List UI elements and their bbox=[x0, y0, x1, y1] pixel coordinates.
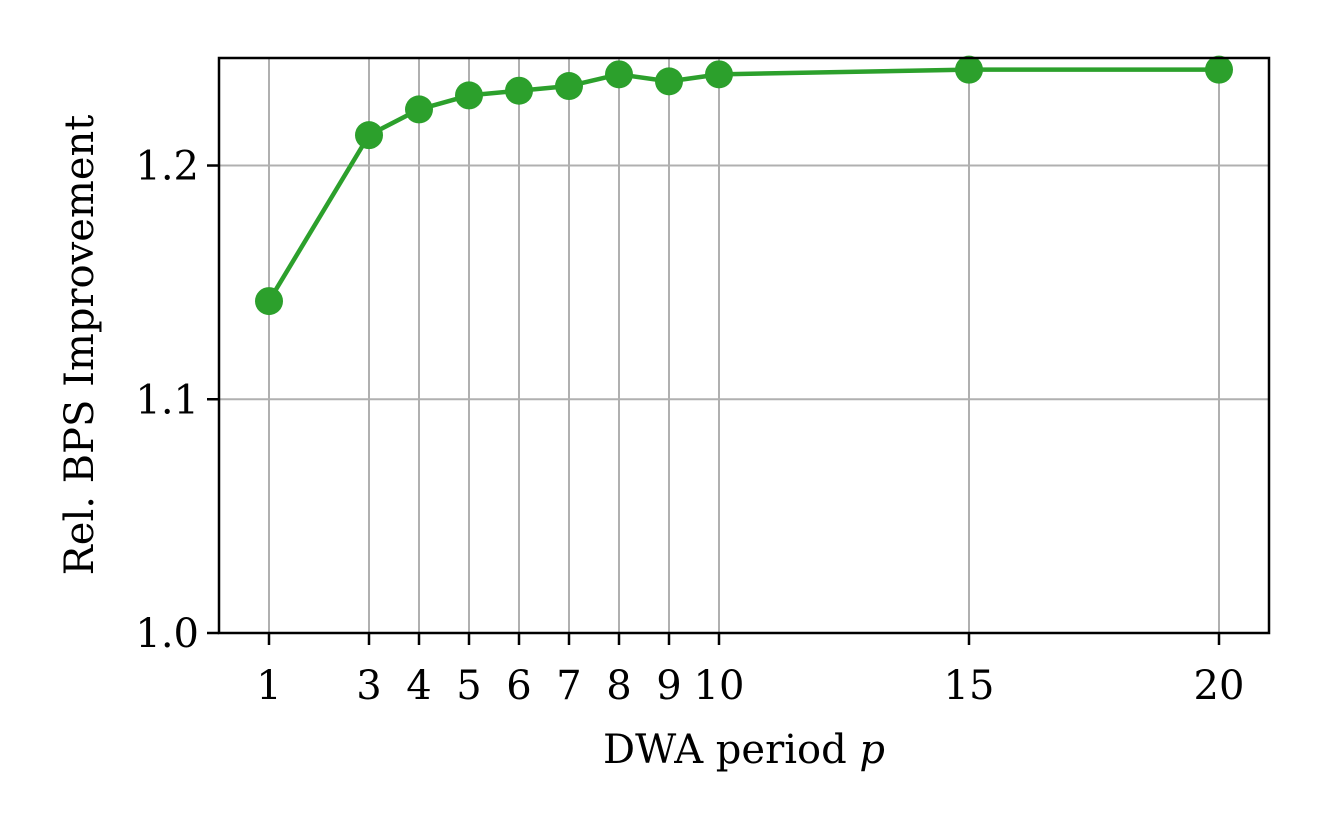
series-layer bbox=[255, 55, 1233, 316]
grid-layer bbox=[219, 58, 1269, 633]
x-tick-label: 9 bbox=[656, 663, 681, 709]
x-axis-label: DWA period p bbox=[603, 727, 885, 773]
plot-frame bbox=[217, 56, 1271, 635]
data-point bbox=[355, 121, 383, 150]
data-point bbox=[1205, 55, 1233, 84]
x-tick-label: 10 bbox=[694, 663, 745, 709]
plot-background bbox=[219, 58, 1269, 633]
data-point bbox=[455, 81, 483, 110]
x-axis-label-text: DWA period bbox=[603, 727, 847, 773]
y-tick-label: 1.2 bbox=[135, 144, 199, 190]
x-tick-label: 3 bbox=[356, 663, 381, 709]
x-axis-label-variable: p bbox=[859, 727, 885, 773]
y-axis: 1.0 1.1 1.2 bbox=[135, 144, 219, 657]
x-tick-label: 5 bbox=[456, 663, 481, 709]
data-point bbox=[555, 72, 583, 101]
y-tick-label: 1.1 bbox=[135, 377, 199, 423]
x-tick-label: 7 bbox=[556, 663, 581, 709]
data-point bbox=[255, 287, 283, 316]
plot-area bbox=[217, 55, 1271, 635]
x-tick-label: 8 bbox=[606, 663, 631, 709]
data-point bbox=[605, 60, 633, 89]
data-point bbox=[955, 55, 983, 84]
data-point bbox=[705, 60, 733, 89]
x-tick-label: 4 bbox=[406, 663, 431, 709]
x-axis: 1 3 4 5 6 7 8 9 10 15 20 bbox=[256, 633, 1244, 709]
x-tick-label: 1 bbox=[256, 663, 281, 709]
y-axis-label: Rel. BPS Improvement bbox=[57, 115, 103, 576]
data-point bbox=[655, 67, 683, 96]
x-tick-label: 15 bbox=[944, 663, 995, 709]
data-point bbox=[505, 76, 533, 105]
data-point bbox=[405, 95, 433, 124]
y-tick-label: 1.0 bbox=[135, 611, 199, 657]
x-tick-label: 6 bbox=[506, 663, 531, 709]
x-tick-label: 20 bbox=[1194, 663, 1245, 709]
